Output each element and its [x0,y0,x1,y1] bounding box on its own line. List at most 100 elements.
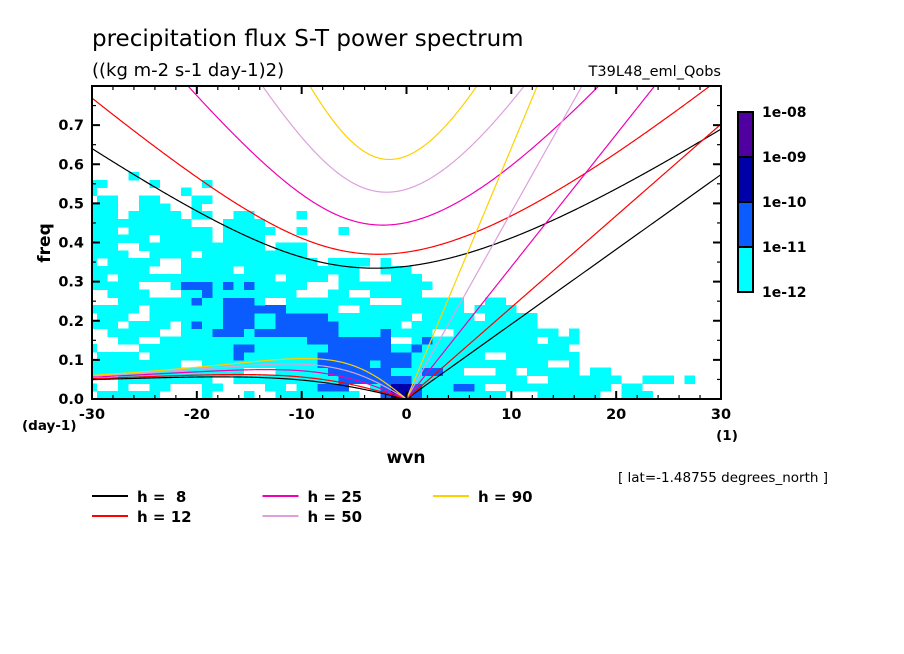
spectrum-cell [149,305,224,314]
spectrum-cell [118,336,140,345]
spectrum-cell [684,375,695,384]
spectrum-cell [474,305,517,314]
spectrum-cell [338,226,349,236]
colorbar-label: 1e-12 [762,285,807,301]
ig-n1-curve-h25 [187,86,600,226]
spectrum-cell [254,328,339,337]
legend-item: h = 8 [92,488,186,506]
spectrum-cell [422,383,454,392]
spectrum-cell [285,273,328,283]
spectrum-cell [92,187,98,197]
spectrum-cell [181,328,213,337]
spectrum-cell [254,344,328,353]
colorbar-label: 1e-09 [762,150,807,166]
spectrum-cell [411,383,423,392]
x-axis-label: wvn [387,448,426,468]
spectrum-cell [223,219,265,228]
legend-label: h = 50 [308,508,363,526]
spectrum-cell [254,312,276,322]
spectrum-cell [181,289,203,298]
spectrum-cell [317,359,370,369]
colorbar-label: 1e-11 [762,240,807,256]
spectrum-cell [212,281,224,290]
spectrum-cell [92,383,98,392]
spectrum-cell [92,179,108,189]
spectrum-cell [422,344,569,353]
spectrum-cell [527,367,580,377]
equatorial-rossby-n1-curve-h8 [92,376,407,399]
y-tick-label: 0.6 [58,157,84,173]
spectrum-cell [149,179,161,189]
spectrum-cell [275,320,339,330]
spectrum-cell [223,305,286,314]
spectrum-cell [411,320,538,330]
spectrum-cell [506,383,611,392]
spectrum-cell [422,312,475,322]
spectrum-cell [223,320,255,330]
spectrum-cell [244,352,318,361]
spectrum-cell [181,187,192,197]
x-tick-label: -30 [79,407,105,423]
legend-item: h = 50 [262,508,363,526]
spectrum-cell [548,375,622,384]
spectrum-cell [233,281,245,290]
colorbar-segment [737,156,754,203]
spectrum-cell [149,250,192,259]
plot-area [91,85,722,400]
spectrum-cell [453,328,559,337]
spectrum-cell [432,336,538,345]
spectrum-cell [149,352,234,361]
spectrum-cell [338,328,381,337]
spectrum-cell [411,352,486,361]
spectrum-cell [92,250,129,259]
power-spectrum-shading [92,172,695,399]
x-axis-units: (1) [716,428,738,444]
spectrum-cell [202,320,224,330]
colorbar-label: 1e-08 [762,105,807,121]
chart-title: precipitation flux S-T power spectrum [92,26,524,52]
spectrum-cell [233,375,339,384]
spectrum-cell [390,383,412,392]
spectrum-cell [92,242,119,251]
legend-item: h = 25 [262,488,362,506]
spectrum-cell [128,320,171,330]
spectrum-cell [92,359,182,369]
x-tick-label: -10 [289,407,315,423]
spectrum-cell [296,226,307,236]
spectrum-cell [191,203,203,212]
spectrum-cell [568,328,580,337]
spectrum-cell [338,273,360,283]
spectrum-cell [92,367,245,377]
spectrum-cell [380,328,391,337]
spectrum-cell [170,281,182,290]
spectrum-cell [139,242,265,251]
spectrum-cell [264,383,286,392]
spectrum-cell [191,211,213,220]
spectrum-cell [202,359,318,369]
colorbar-label: 1e-10 [762,195,807,211]
colorbar-segment [737,201,754,248]
spectrum-cell [92,203,119,212]
spectrum-cell [411,375,528,384]
x-tick-label: -20 [184,407,210,423]
kelvin-curve-h50 [405,86,583,399]
spectrum-cell [338,375,412,384]
tick-labels: 0.0 0.1 0.2 0.3 0.4 0.5 0.6 0.7 -30 -20 -10 0 10 20 30 [58,118,731,423]
spectrum-cell [474,383,486,392]
spectrum-cell [139,203,171,212]
spectrum-cell [223,281,234,290]
spectrum-cell [118,273,276,283]
y-tick-label: 0.3 [58,275,84,291]
spectrum-cell [223,312,255,322]
x-tick-label: 0 [401,407,411,423]
equatorial-rossby-n1-curve-h90 [92,357,407,399]
spectrum-cell [92,265,150,275]
y-tick-label: 0.5 [58,196,84,212]
spectrum-cell [92,281,140,290]
spectrum-cell [92,234,150,243]
spectrum-cell [306,336,391,345]
equatorial-rossby-n1-curve-h12 [92,373,407,399]
spectrum-cell [327,312,412,322]
spectrum-cell [160,336,307,345]
